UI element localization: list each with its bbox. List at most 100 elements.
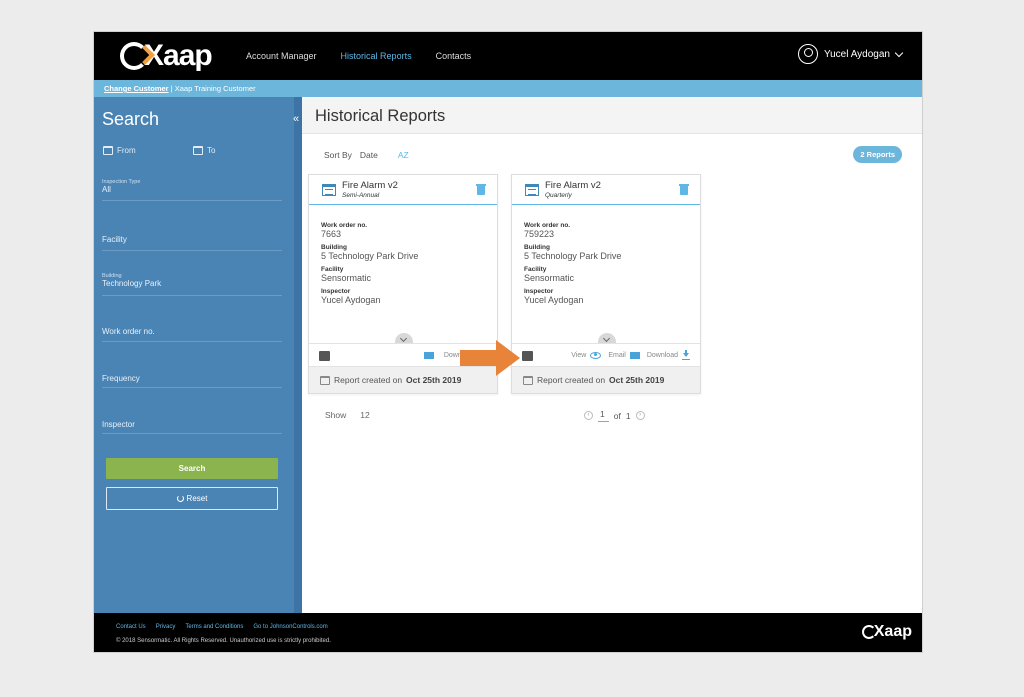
reset-label: Reset — [186, 494, 208, 503]
building-value: 5 Technology Park Drive — [524, 251, 622, 261]
building-label: Building — [102, 273, 122, 279]
page-title: Historical Reports — [315, 107, 446, 125]
inspector-field[interactable]: Inspector — [102, 420, 282, 434]
page-size-select[interactable]: 12 — [360, 410, 370, 420]
expand-card-icon[interactable] — [598, 333, 616, 343]
show-label: Show — [325, 410, 347, 420]
sort-field-select[interactable]: Date — [359, 150, 378, 160]
card-frequency: Semi-Annual — [342, 192, 380, 199]
app-window: Xaap Account Manager Historical Reports … — [93, 31, 923, 653]
pdf-icon[interactable] — [522, 351, 533, 361]
card-frequency: Quarterly — [545, 192, 572, 199]
page-size-control: Show 12 — [325, 410, 370, 420]
sort-bar: Sort By Date AZ — [324, 150, 409, 160]
email-icon[interactable] — [629, 351, 640, 359]
work-order-field[interactable]: Work order no. — [102, 327, 282, 342]
reset-button[interactable]: Reset — [106, 487, 278, 510]
customer-separator: | — [170, 84, 173, 93]
facility-label: Facility — [524, 266, 547, 273]
facility-label: Facility — [321, 266, 344, 273]
footer-link-terms[interactable]: Terms and Conditions — [185, 624, 244, 630]
inspector-label: Inspector — [321, 288, 351, 295]
email-label[interactable]: Email — [608, 351, 626, 359]
of-label: of — [613, 410, 621, 421]
next-page-icon[interactable]: › — [635, 411, 645, 420]
inspector-value: Yucel Aydogan — [524, 295, 584, 305]
logo-text: Xaap — [144, 39, 213, 72]
eye-icon[interactable] — [590, 351, 602, 359]
card-title: Fire Alarm v2 — [545, 180, 601, 191]
work-order-label: Work order no. — [524, 222, 571, 229]
footer-links: Contact Us Privacy Terms and Conditions … — [116, 624, 328, 630]
search-sidebar: « Search From To Inspection Type All Fac… — [94, 97, 302, 613]
calendar-icon — [103, 146, 113, 155]
building-value: 5 Technology Park Drive — [321, 251, 419, 261]
work-order-value: 7663 — [321, 229, 342, 239]
download-label[interactable]: Download — [443, 351, 475, 359]
facility-field[interactable]: Facility — [102, 235, 282, 251]
footer-link-privacy[interactable]: Privacy — [155, 624, 176, 630]
sidebar-title: Search — [102, 109, 160, 129]
report-count-badge: 2 Reports — [853, 146, 902, 163]
sort-order-toggle[interactable]: AZ — [397, 150, 409, 160]
reset-icon — [176, 495, 184, 502]
pdf-icon[interactable] — [319, 351, 330, 361]
card-title: Fire Alarm v2 — [342, 180, 398, 191]
work-order-label: Work order no. — [321, 222, 368, 229]
card-details: Work order no. 7663 Building 5 Technolog… — [321, 222, 418, 310]
prev-page-icon[interactable]: ‹ — [584, 411, 593, 420]
report-card: Fire Alarm v2 Semi-Annual Work order no.… — [308, 174, 498, 394]
calendar-icon — [193, 146, 203, 155]
orange-arrow-annotation — [460, 340, 520, 376]
sidebar-edge — [294, 97, 302, 613]
customer-bar: Change Customer | Xaap Training Customer — [94, 80, 922, 97]
work-order-value: 759223 — [524, 229, 555, 239]
card-actions: View Email Download — [512, 343, 700, 368]
building-label: Building — [524, 244, 550, 251]
calendar-icon — [320, 375, 330, 385]
customer-name: Xaap Training Customer — [174, 84, 256, 93]
nav-account-manager[interactable]: Account Manager — [246, 51, 317, 61]
user-menu[interactable]: Yucel Aydogan — [798, 44, 904, 64]
frequency-field[interactable]: Frequency — [102, 374, 282, 388]
main-nav: Account Manager Historical Reports Conta… — [246, 32, 471, 80]
current-page-input[interactable]: 1 — [598, 409, 609, 422]
expand-card-icon[interactable] — [395, 333, 413, 343]
from-date-field[interactable]: From — [103, 146, 136, 155]
frequency-placeholder: Frequency — [102, 374, 140, 383]
footer-link-jci[interactable]: Go to JohnsonControls.com — [253, 624, 328, 630]
xaap-logo[interactable]: Xaap — [120, 39, 213, 73]
inspection-type-select[interactable]: Inspection Type All — [102, 179, 282, 201]
trash-icon[interactable] — [476, 184, 486, 195]
created-prefix: Report created on — [537, 375, 606, 385]
search-button[interactable]: Search — [106, 458, 278, 479]
inspector-value: Yucel Aydogan — [321, 295, 381, 305]
inspector-placeholder: Inspector — [102, 420, 135, 429]
footer: Contact Us Privacy Terms and Conditions … — [94, 613, 922, 652]
collapse-sidebar-icon[interactable]: « — [293, 113, 300, 125]
from-label: From — [117, 146, 136, 155]
building-field[interactable]: Building Technology Park — [102, 273, 282, 296]
inspection-type-value: All — [102, 185, 111, 194]
download-icon[interactable] — [682, 350, 690, 360]
footer-link-contact[interactable]: Contact Us — [116, 624, 146, 630]
inspection-type-label: Inspection Type — [102, 179, 141, 185]
created-date: Oct 25th 2019 — [609, 375, 665, 385]
view-label[interactable]: View — [571, 351, 587, 359]
card-footer: Report created on Oct 25th 2019 — [512, 366, 700, 393]
nav-historical-reports[interactable]: Historical Reports — [340, 51, 412, 61]
top-navbar: Xaap Account Manager Historical Reports … — [94, 32, 922, 80]
email-icon[interactable] — [423, 351, 434, 359]
created-date: Oct 25th 2019 — [406, 375, 462, 385]
building-label: Building — [321, 244, 347, 251]
main-header: Historical Reports — [302, 97, 922, 134]
work-order-placeholder: Work order no. — [102, 327, 155, 336]
nav-contacts[interactable]: Contacts — [435, 51, 472, 61]
change-customer-link[interactable]: Change Customer — [104, 84, 169, 93]
facility-placeholder: Facility — [102, 235, 127, 244]
download-label[interactable]: Download — [646, 351, 678, 359]
to-date-field[interactable]: To — [193, 146, 215, 155]
total-pages: 1 — [625, 410, 631, 421]
trash-icon[interactable] — [679, 184, 689, 195]
created-prefix: Report created on — [334, 375, 403, 385]
